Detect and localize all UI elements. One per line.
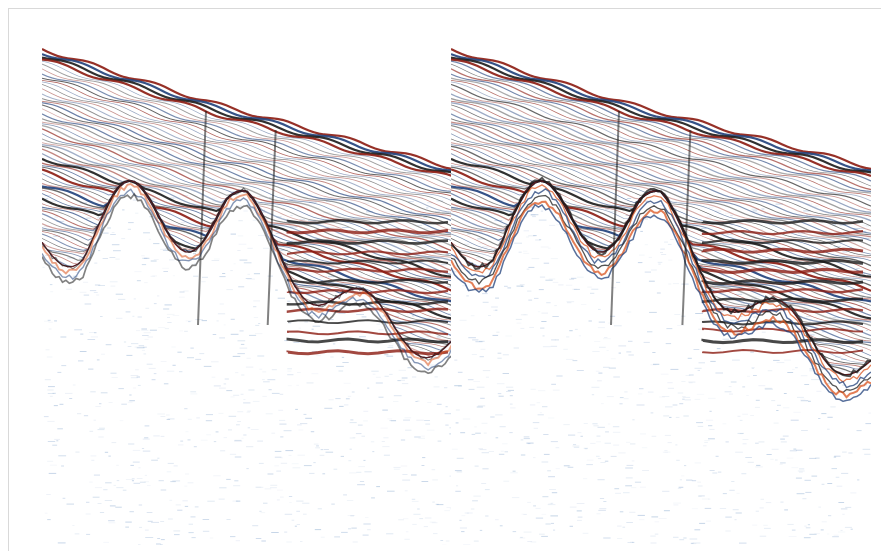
figure-frame	[8, 8, 881, 551]
seismic-image-left	[42, 48, 452, 545]
seismic-image-right	[451, 48, 871, 545]
seismic-section-left	[42, 45, 452, 545]
seismic-section-right	[451, 45, 871, 545]
